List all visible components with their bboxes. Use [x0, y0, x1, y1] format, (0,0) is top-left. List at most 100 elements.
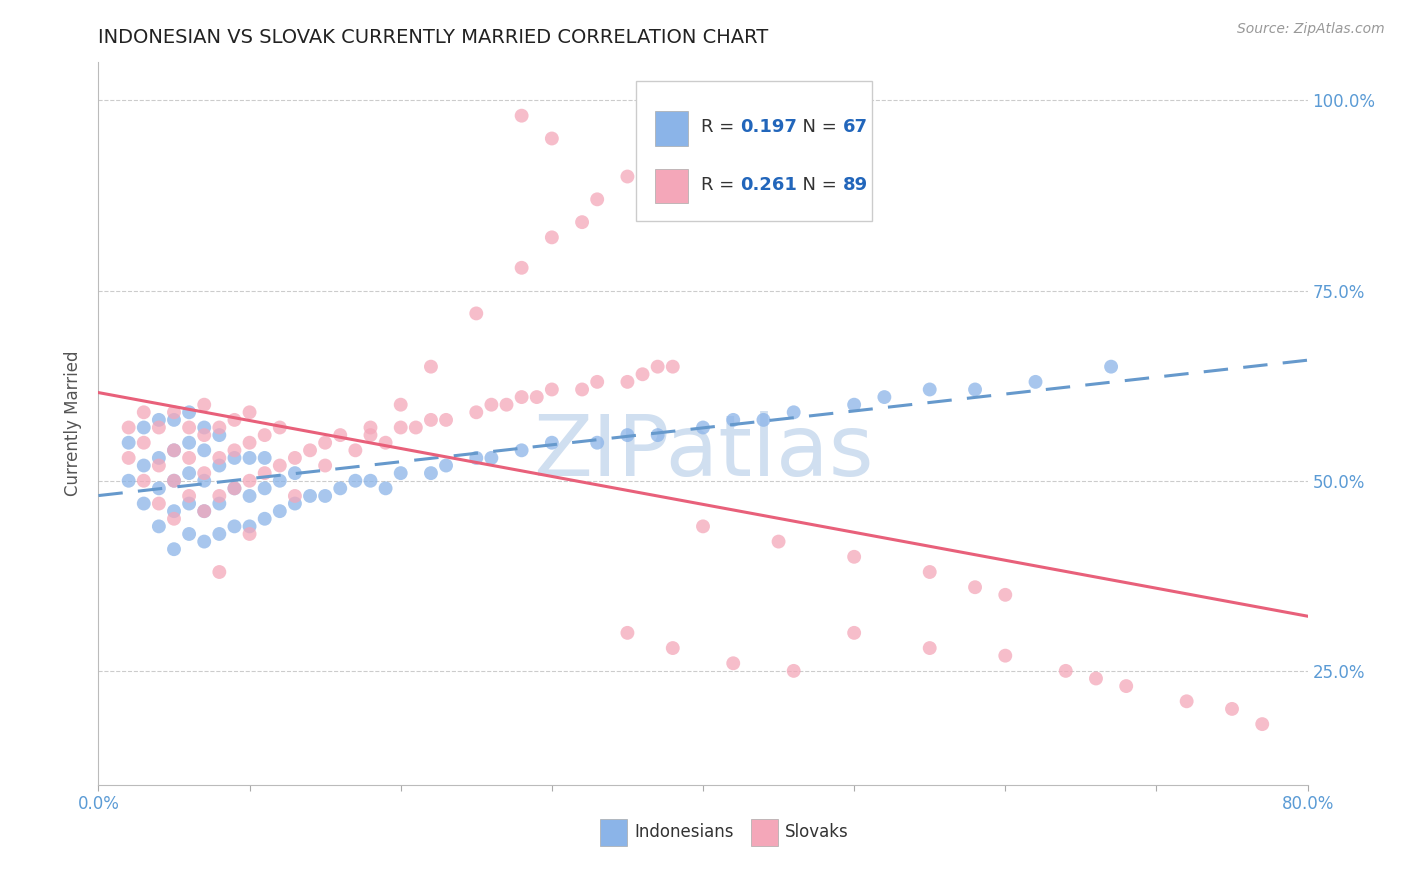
Point — [965, 580, 987, 594]
FancyBboxPatch shape — [655, 169, 689, 203]
Point — [768, 534, 790, 549]
Point — [208, 420, 231, 434]
Point — [994, 648, 1017, 663]
Point — [208, 428, 231, 442]
Point — [526, 390, 548, 404]
Point — [647, 359, 669, 374]
Point — [239, 489, 262, 503]
Point — [540, 383, 562, 397]
Point — [420, 466, 443, 480]
Point — [631, 368, 654, 382]
Point — [132, 497, 155, 511]
Point — [208, 489, 231, 503]
Point — [918, 641, 941, 656]
Point — [481, 450, 503, 465]
Text: Indonesians: Indonesians — [634, 823, 734, 841]
Text: N =: N = — [792, 177, 842, 194]
Point — [179, 420, 201, 434]
Point — [918, 383, 941, 397]
Point — [616, 169, 638, 184]
Point — [163, 474, 186, 488]
Point — [510, 390, 533, 404]
Point — [132, 474, 155, 488]
Point — [132, 420, 155, 434]
Point — [314, 458, 336, 473]
Point — [193, 420, 215, 434]
Point — [389, 398, 412, 412]
Point — [752, 413, 775, 427]
Point — [540, 435, 562, 450]
Point — [586, 192, 609, 206]
FancyBboxPatch shape — [751, 819, 778, 847]
Text: R =: R = — [700, 177, 740, 194]
Point — [253, 450, 276, 465]
Point — [1220, 702, 1243, 716]
Text: INDONESIAN VS SLOVAK CURRENTLY MARRIED CORRELATION CHART: INDONESIAN VS SLOVAK CURRENTLY MARRIED C… — [98, 28, 769, 47]
Point — [208, 450, 231, 465]
Text: Source: ZipAtlas.com: Source: ZipAtlas.com — [1237, 22, 1385, 37]
Point — [616, 375, 638, 389]
Point — [193, 398, 215, 412]
Point — [692, 519, 714, 533]
Point — [1175, 694, 1198, 708]
Point — [163, 405, 186, 419]
Point — [253, 466, 276, 480]
Point — [224, 450, 246, 465]
Point — [389, 420, 412, 434]
Point — [148, 450, 170, 465]
Point — [179, 435, 201, 450]
Point — [844, 398, 866, 412]
Point — [723, 657, 745, 671]
Point — [193, 428, 215, 442]
Point — [208, 458, 231, 473]
Text: 67: 67 — [844, 119, 869, 136]
Point — [540, 230, 562, 244]
Point — [389, 466, 412, 480]
Point — [434, 458, 457, 473]
Point — [163, 474, 186, 488]
Point — [510, 109, 533, 123]
Point — [723, 413, 745, 427]
Point — [661, 641, 683, 656]
Point — [616, 428, 638, 442]
Point — [269, 420, 291, 434]
Text: N =: N = — [792, 119, 842, 136]
Point — [284, 489, 307, 503]
Point — [314, 489, 336, 503]
Point — [269, 458, 291, 473]
Point — [239, 450, 262, 465]
Point — [253, 428, 276, 442]
Point — [239, 519, 262, 533]
Point — [239, 435, 262, 450]
Text: R =: R = — [700, 119, 740, 136]
Point — [965, 383, 987, 397]
Point — [148, 458, 170, 473]
Point — [179, 489, 201, 503]
Point — [510, 443, 533, 458]
Point — [208, 497, 231, 511]
Point — [329, 481, 352, 495]
Point — [844, 625, 866, 640]
Point — [344, 443, 367, 458]
Point — [193, 504, 215, 518]
Point — [269, 474, 291, 488]
FancyBboxPatch shape — [655, 111, 689, 145]
Point — [163, 512, 186, 526]
Point — [193, 534, 215, 549]
Text: ZIPatlas: ZIPatlas — [533, 411, 873, 494]
Point — [179, 405, 201, 419]
Point — [118, 474, 141, 488]
Point — [360, 420, 382, 434]
FancyBboxPatch shape — [600, 819, 627, 847]
Point — [465, 405, 488, 419]
Point — [148, 519, 170, 533]
Point — [148, 481, 170, 495]
Point — [239, 405, 262, 419]
Point — [329, 428, 352, 442]
Y-axis label: Currently Married: Currently Married — [65, 351, 83, 497]
Point — [193, 474, 215, 488]
Point — [647, 428, 669, 442]
Point — [465, 450, 488, 465]
Point — [224, 413, 246, 427]
Point — [360, 474, 382, 488]
